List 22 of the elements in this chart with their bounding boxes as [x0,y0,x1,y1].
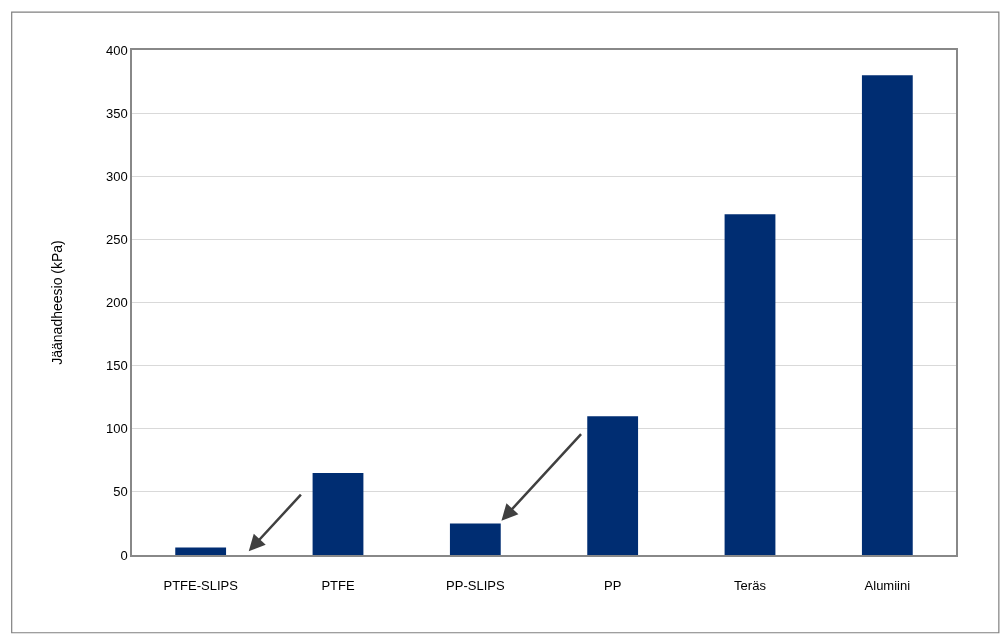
x-tick-label: PP [604,578,622,594]
y-tick-label: 150 [105,358,128,374]
y-tick-label: 0 [120,547,128,563]
y-tick-label: 300 [105,168,128,184]
y-tick-label: 400 [105,42,128,58]
x-tick-label: PP-SLIPS [446,578,505,594]
y-tick-label: 100 [105,421,128,437]
x-tick-label: Alumiini [864,578,911,594]
bar [449,523,501,555]
bar [861,75,913,555]
x-tick-label: PTFE [321,578,355,594]
bar [175,547,227,555]
bar [724,214,776,555]
bar [312,472,364,555]
y-tick-label: 200 [105,295,128,311]
y-axis-title: Jäänadheesio (kPa) [49,240,66,365]
y-tick-label: 250 [105,231,128,247]
x-tick-label: PTFE-SLIPS [163,578,239,594]
bar [587,416,639,555]
y-tick-label: 350 [105,105,128,121]
x-tick-label: Teräs [734,578,767,594]
y-tick-label: 50 [113,484,128,500]
